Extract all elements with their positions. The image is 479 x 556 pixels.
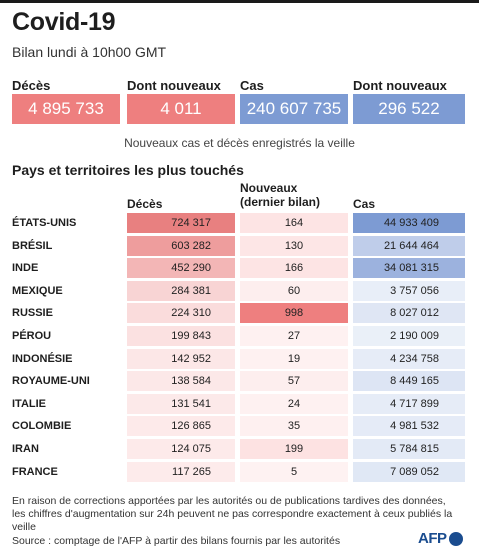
deaths-cell: 138 584 <box>127 371 235 391</box>
deaths-cell: 724 317 <box>127 213 235 233</box>
country-name: FRANCE <box>12 466 58 478</box>
afp-logo-text: AFP <box>418 530 447 547</box>
cases-cell: 8 027 012 <box>353 303 465 323</box>
column-header-cases: Cas <box>353 197 376 211</box>
summary-new-deaths-value: 4 011 <box>127 94 235 124</box>
country-name: INDONÉSIE <box>12 353 73 365</box>
cases-cell: 3 757 056 <box>353 281 465 301</box>
new-deaths-cell: 164 <box>240 213 348 233</box>
deaths-cell: 124 075 <box>127 439 235 459</box>
column-header-new: Nouveaux (dernier bilan) <box>240 181 320 209</box>
cases-cell: 21 644 464 <box>353 236 465 256</box>
footnote-line2: les chiffres d'augmentation sur 24h peuv… <box>12 508 453 533</box>
deaths-cell: 117 265 <box>127 462 235 482</box>
cases-cell: 4 981 532 <box>353 416 465 436</box>
summary-note: Nouveaux cas et décès enregistrés la vei… <box>124 136 355 150</box>
new-deaths-cell: 57 <box>240 371 348 391</box>
summary-new-cases-label: Dont nouveaux <box>353 78 447 93</box>
deaths-cell: 452 290 <box>127 258 235 278</box>
cases-cell: 7 089 052 <box>353 462 465 482</box>
new-deaths-cell: 166 <box>240 258 348 278</box>
deaths-cell: 284 381 <box>127 281 235 301</box>
country-name: COLOMBIE <box>12 420 72 432</box>
deaths-cell: 603 282 <box>127 236 235 256</box>
top-rule <box>0 0 479 3</box>
afp-logo-circle-icon <box>448 531 463 546</box>
country-name: ROYAUME-UNI <box>12 375 90 387</box>
country-name: RUSSIE <box>12 307 53 319</box>
country-name: IRAN <box>12 443 39 455</box>
summary-new-deaths-label: Dont nouveaux <box>127 78 221 93</box>
cases-cell: 4 717 899 <box>353 394 465 414</box>
summary-deaths-label: Décès <box>12 78 51 93</box>
summary-cases-value: 240 607 735 <box>240 94 348 124</box>
deaths-cell: 199 843 <box>127 326 235 346</box>
cases-cell: 5 784 815 <box>353 439 465 459</box>
country-name: ÉTATS-UNIS <box>12 217 77 229</box>
column-header-new-line2: (dernier bilan) <box>240 195 321 209</box>
summary-deaths-value: 4 895 733 <box>12 94 120 124</box>
new-deaths-cell: 199 <box>240 439 348 459</box>
new-deaths-cell: 35 <box>240 416 348 436</box>
country-name: INDE <box>12 262 39 274</box>
footnote-line1: En raison de corrections apportées par l… <box>12 495 446 507</box>
page-subtitle: Bilan lundi à 10h00 GMT <box>12 44 167 60</box>
source-note: Source : comptage de l'AFP à partir des … <box>12 535 341 547</box>
column-header-deaths: Décès <box>127 197 163 211</box>
country-name: MEXIQUE <box>12 285 63 297</box>
new-deaths-cell: 60 <box>240 281 348 301</box>
summary-cases-label: Cas <box>240 78 264 93</box>
new-deaths-cell: 24 <box>240 394 348 414</box>
summary-new-cases-value: 296 522 <box>353 94 465 124</box>
new-deaths-cell: 5 <box>240 462 348 482</box>
deaths-cell: 142 952 <box>127 349 235 369</box>
footnote: En raison de corrections apportées par l… <box>12 495 472 534</box>
new-deaths-cell: 19 <box>240 349 348 369</box>
cases-cell: 8 449 165 <box>353 371 465 391</box>
deaths-cell: 224 310 <box>127 303 235 323</box>
cases-cell: 34 081 315 <box>353 258 465 278</box>
deaths-cell: 126 865 <box>127 416 235 436</box>
column-header-new-line1: Nouveaux <box>240 181 298 195</box>
new-deaths-cell: 27 <box>240 326 348 346</box>
cases-cell: 44 933 409 <box>353 213 465 233</box>
page-title: Covid-19 <box>12 8 116 36</box>
new-deaths-cell: 130 <box>240 236 348 256</box>
afp-logo: AFP <box>418 530 463 547</box>
country-name: ITALIE <box>12 398 47 410</box>
deaths-cell: 131 541 <box>127 394 235 414</box>
cases-cell: 2 190 009 <box>353 326 465 346</box>
new-deaths-cell: 998 <box>240 303 348 323</box>
cases-cell: 4 234 758 <box>353 349 465 369</box>
section-title: Pays et territoires les plus touchés <box>12 162 244 178</box>
country-name: PÉROU <box>12 330 52 342</box>
country-name: BRÉSIL <box>12 240 53 252</box>
